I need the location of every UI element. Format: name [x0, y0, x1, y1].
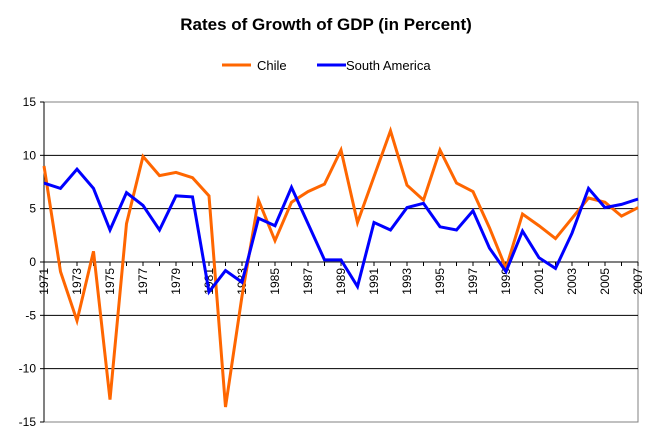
y-tick-label: 15 — [23, 95, 37, 109]
x-tick-label: 2001 — [532, 268, 546, 295]
y-tick-label: 0 — [29, 255, 36, 269]
x-tick-label: 1979 — [169, 268, 183, 295]
x-tick-label: 1989 — [334, 268, 348, 295]
legend-label-south-america: South America — [346, 58, 431, 73]
x-tick-label: 1987 — [301, 268, 315, 295]
x-tick-label: 1997 — [466, 268, 480, 295]
y-tick-label: -5 — [25, 308, 36, 322]
legend: Chile South America — [222, 58, 431, 73]
x-tick-label: 1977 — [136, 268, 150, 295]
chart-title: Rates of Growth of GDP (in Percent) — [180, 15, 472, 34]
x-tick-label: 1991 — [367, 268, 381, 295]
x-tick-label: 2003 — [565, 268, 579, 295]
y-tick-label: -10 — [19, 362, 37, 376]
x-tick-label: 2007 — [631, 268, 645, 295]
legend-label-chile: Chile — [257, 58, 287, 73]
x-tick-label: 2005 — [598, 268, 612, 295]
x-tick-label: 1973 — [70, 268, 84, 295]
y-tick-label: -15 — [19, 415, 37, 429]
x-tick-label: 1975 — [103, 268, 117, 295]
x-tick-label: 1993 — [400, 268, 414, 295]
x-tick-label: 1999 — [499, 268, 513, 295]
x-tick-label: 1995 — [433, 268, 447, 295]
y-tick-label: 10 — [23, 148, 37, 162]
y-tick-label: 5 — [29, 202, 36, 216]
x-tick-label: 1971 — [37, 268, 51, 295]
x-tick-label: 1985 — [268, 268, 282, 295]
